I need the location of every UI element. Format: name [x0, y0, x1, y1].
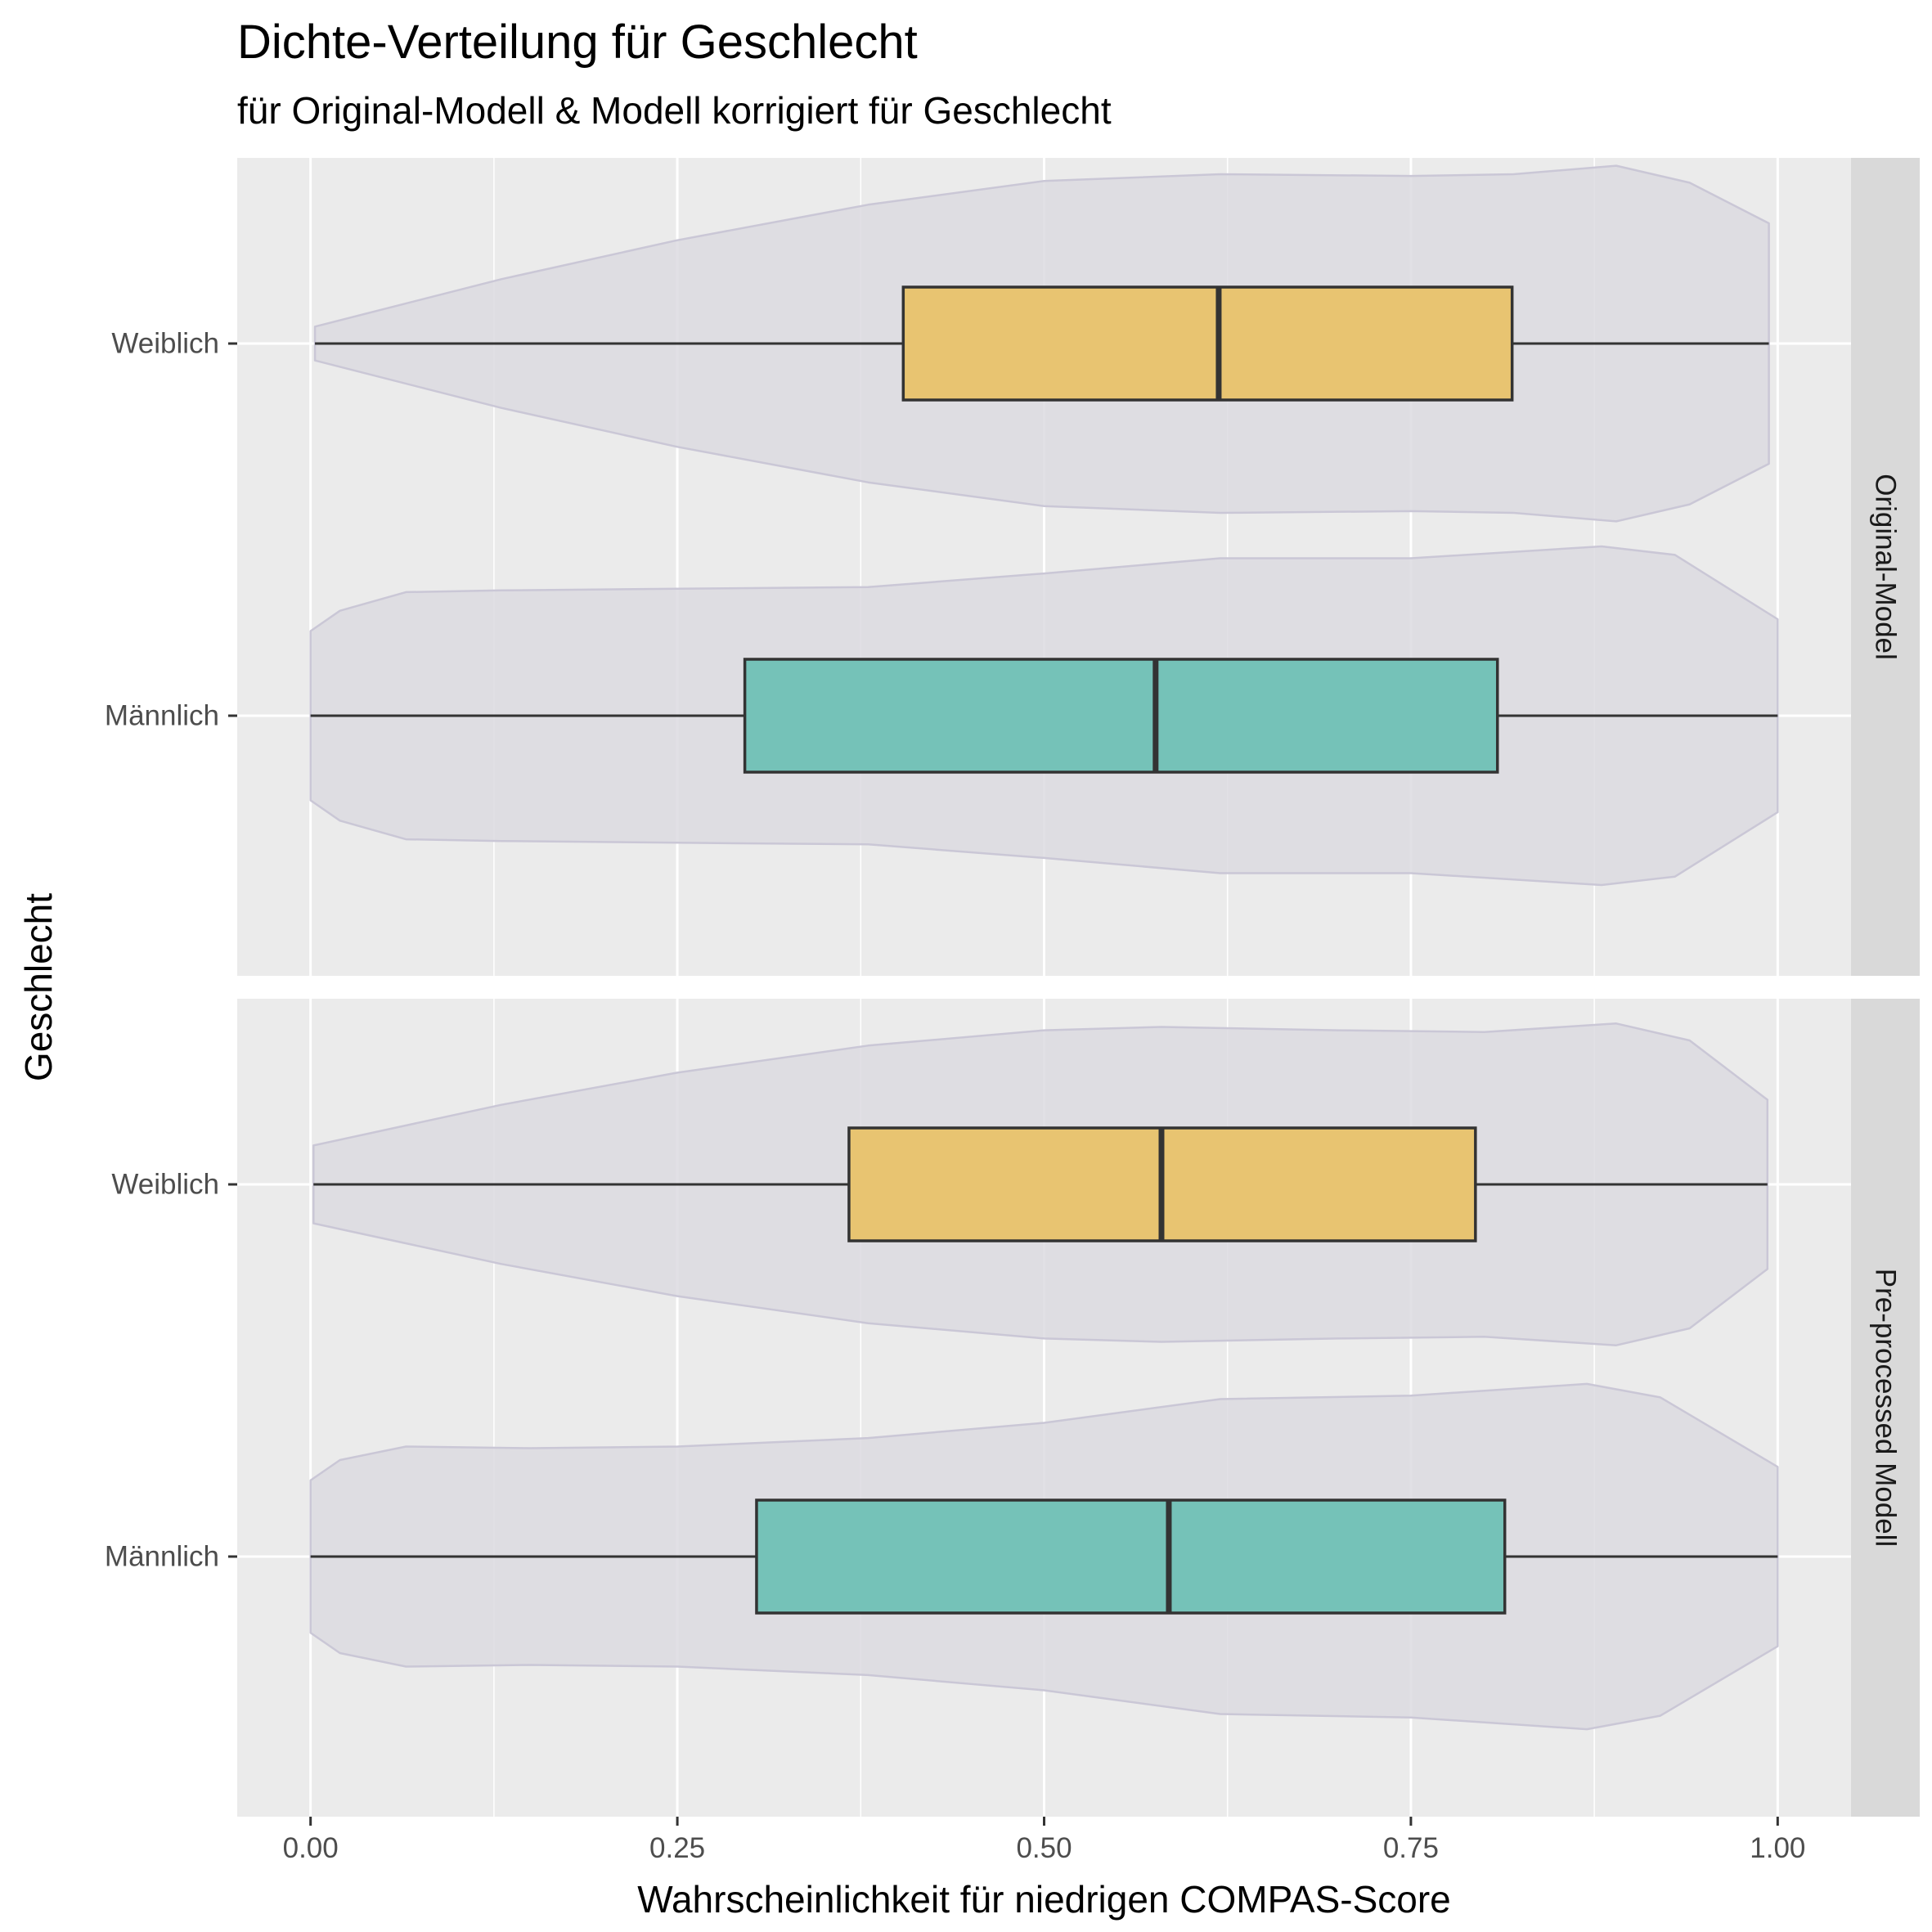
- x-axis-title: Wahrscheinlichkeit für niedrigen COMPAS-…: [637, 1878, 1450, 1921]
- box-iqr: [755, 1498, 1507, 1615]
- facet-strip-label: Pre-processed Modell: [1870, 1269, 1902, 1547]
- facet-panel: Weiblich Männlich Original-Model: [105, 158, 1920, 976]
- box-iqr: [901, 285, 1514, 402]
- y-axis-title: Geschlecht: [17, 893, 60, 1081]
- facet-panel: Weiblich Männlich Pre-processed Modell: [105, 999, 1920, 1817]
- x-tick-label: 1.00: [1750, 1832, 1805, 1864]
- box-iqr: [743, 658, 1499, 774]
- facet-strip: [1851, 999, 1920, 1817]
- y-tick-label: Männlich: [105, 700, 219, 732]
- facet-strip-label: Original-Model: [1870, 474, 1902, 660]
- x-tick-label: 0.50: [1016, 1832, 1072, 1864]
- x-tick-label: 0.25: [649, 1832, 705, 1864]
- chart-title: Dichte-Verteilung für Geschlecht: [237, 16, 918, 69]
- y-tick-label: Weiblich: [111, 328, 219, 360]
- y-tick-label: Männlich: [105, 1541, 219, 1573]
- facet-strip: [1851, 158, 1920, 976]
- x-tick-label: 0.75: [1383, 1832, 1439, 1864]
- x-tick-label: 0.00: [283, 1832, 339, 1864]
- chart-subtitle: für Original-Modell & Modell korrigiert …: [237, 89, 1112, 132]
- y-tick-label: Weiblich: [111, 1169, 219, 1201]
